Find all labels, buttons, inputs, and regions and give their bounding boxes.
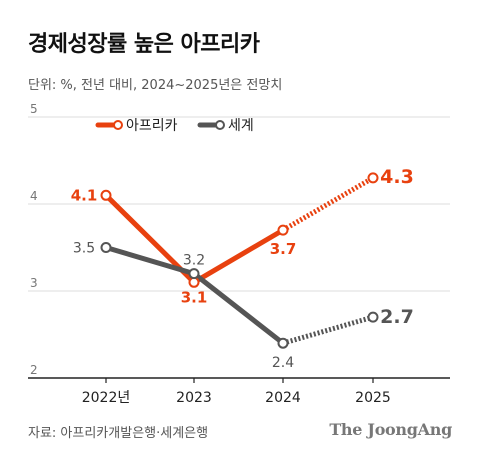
data-label-world: 2.4 xyxy=(272,355,294,371)
legend-label-world: 세계 xyxy=(228,118,254,134)
y-tick-label: 3 xyxy=(30,276,38,290)
data-label-world: 3.5 xyxy=(73,241,95,257)
data-label-africa: 4.3 xyxy=(380,166,414,188)
legend-label-africa: 아프리카 xyxy=(126,118,178,134)
y-tick-label: 2 xyxy=(30,363,38,377)
data-point-world xyxy=(100,242,112,253)
series-segment-africa xyxy=(281,175,375,233)
publisher-logo: The JoongAng xyxy=(329,420,452,439)
data-label-africa: 3.1 xyxy=(181,288,208,306)
y-tick-label: 4 xyxy=(30,189,38,203)
chart-subtitle: 단위: %, 전년 대비, 2024~2025년은 전망치 xyxy=(28,78,283,93)
x-tick-label: 2025 xyxy=(355,390,391,406)
series-segment-world xyxy=(191,271,286,346)
source-note: 자료: 아프리카개발은행·세계은행 xyxy=(28,426,209,441)
data-point-world xyxy=(367,311,379,323)
data-label-africa: 4.1 xyxy=(71,186,98,204)
data-label-world: 3.2 xyxy=(183,253,205,269)
data-point-africa xyxy=(277,224,289,236)
series-segment-world xyxy=(103,245,197,277)
data-label-africa: 3.7 xyxy=(270,240,297,258)
data-label-world: 2.7 xyxy=(380,306,414,328)
x-tick-label: 2023 xyxy=(176,390,212,406)
data-point-africa xyxy=(367,172,379,184)
data-point-world xyxy=(277,337,289,349)
series-segment-world xyxy=(282,314,374,346)
data-point-africa xyxy=(100,189,112,201)
x-tick-label: 2024 xyxy=(265,390,301,406)
chart-title: 경제성장률 높은 아프리카 xyxy=(28,32,260,57)
y-tick-label: 5 xyxy=(30,102,38,116)
data-point-africa xyxy=(188,276,200,288)
x-tick-label: 2022년 xyxy=(82,390,131,406)
data-point-world xyxy=(188,268,200,280)
series-segment-africa xyxy=(191,227,286,285)
legend-marker-africa xyxy=(113,120,123,130)
legend-marker-world xyxy=(215,120,225,130)
